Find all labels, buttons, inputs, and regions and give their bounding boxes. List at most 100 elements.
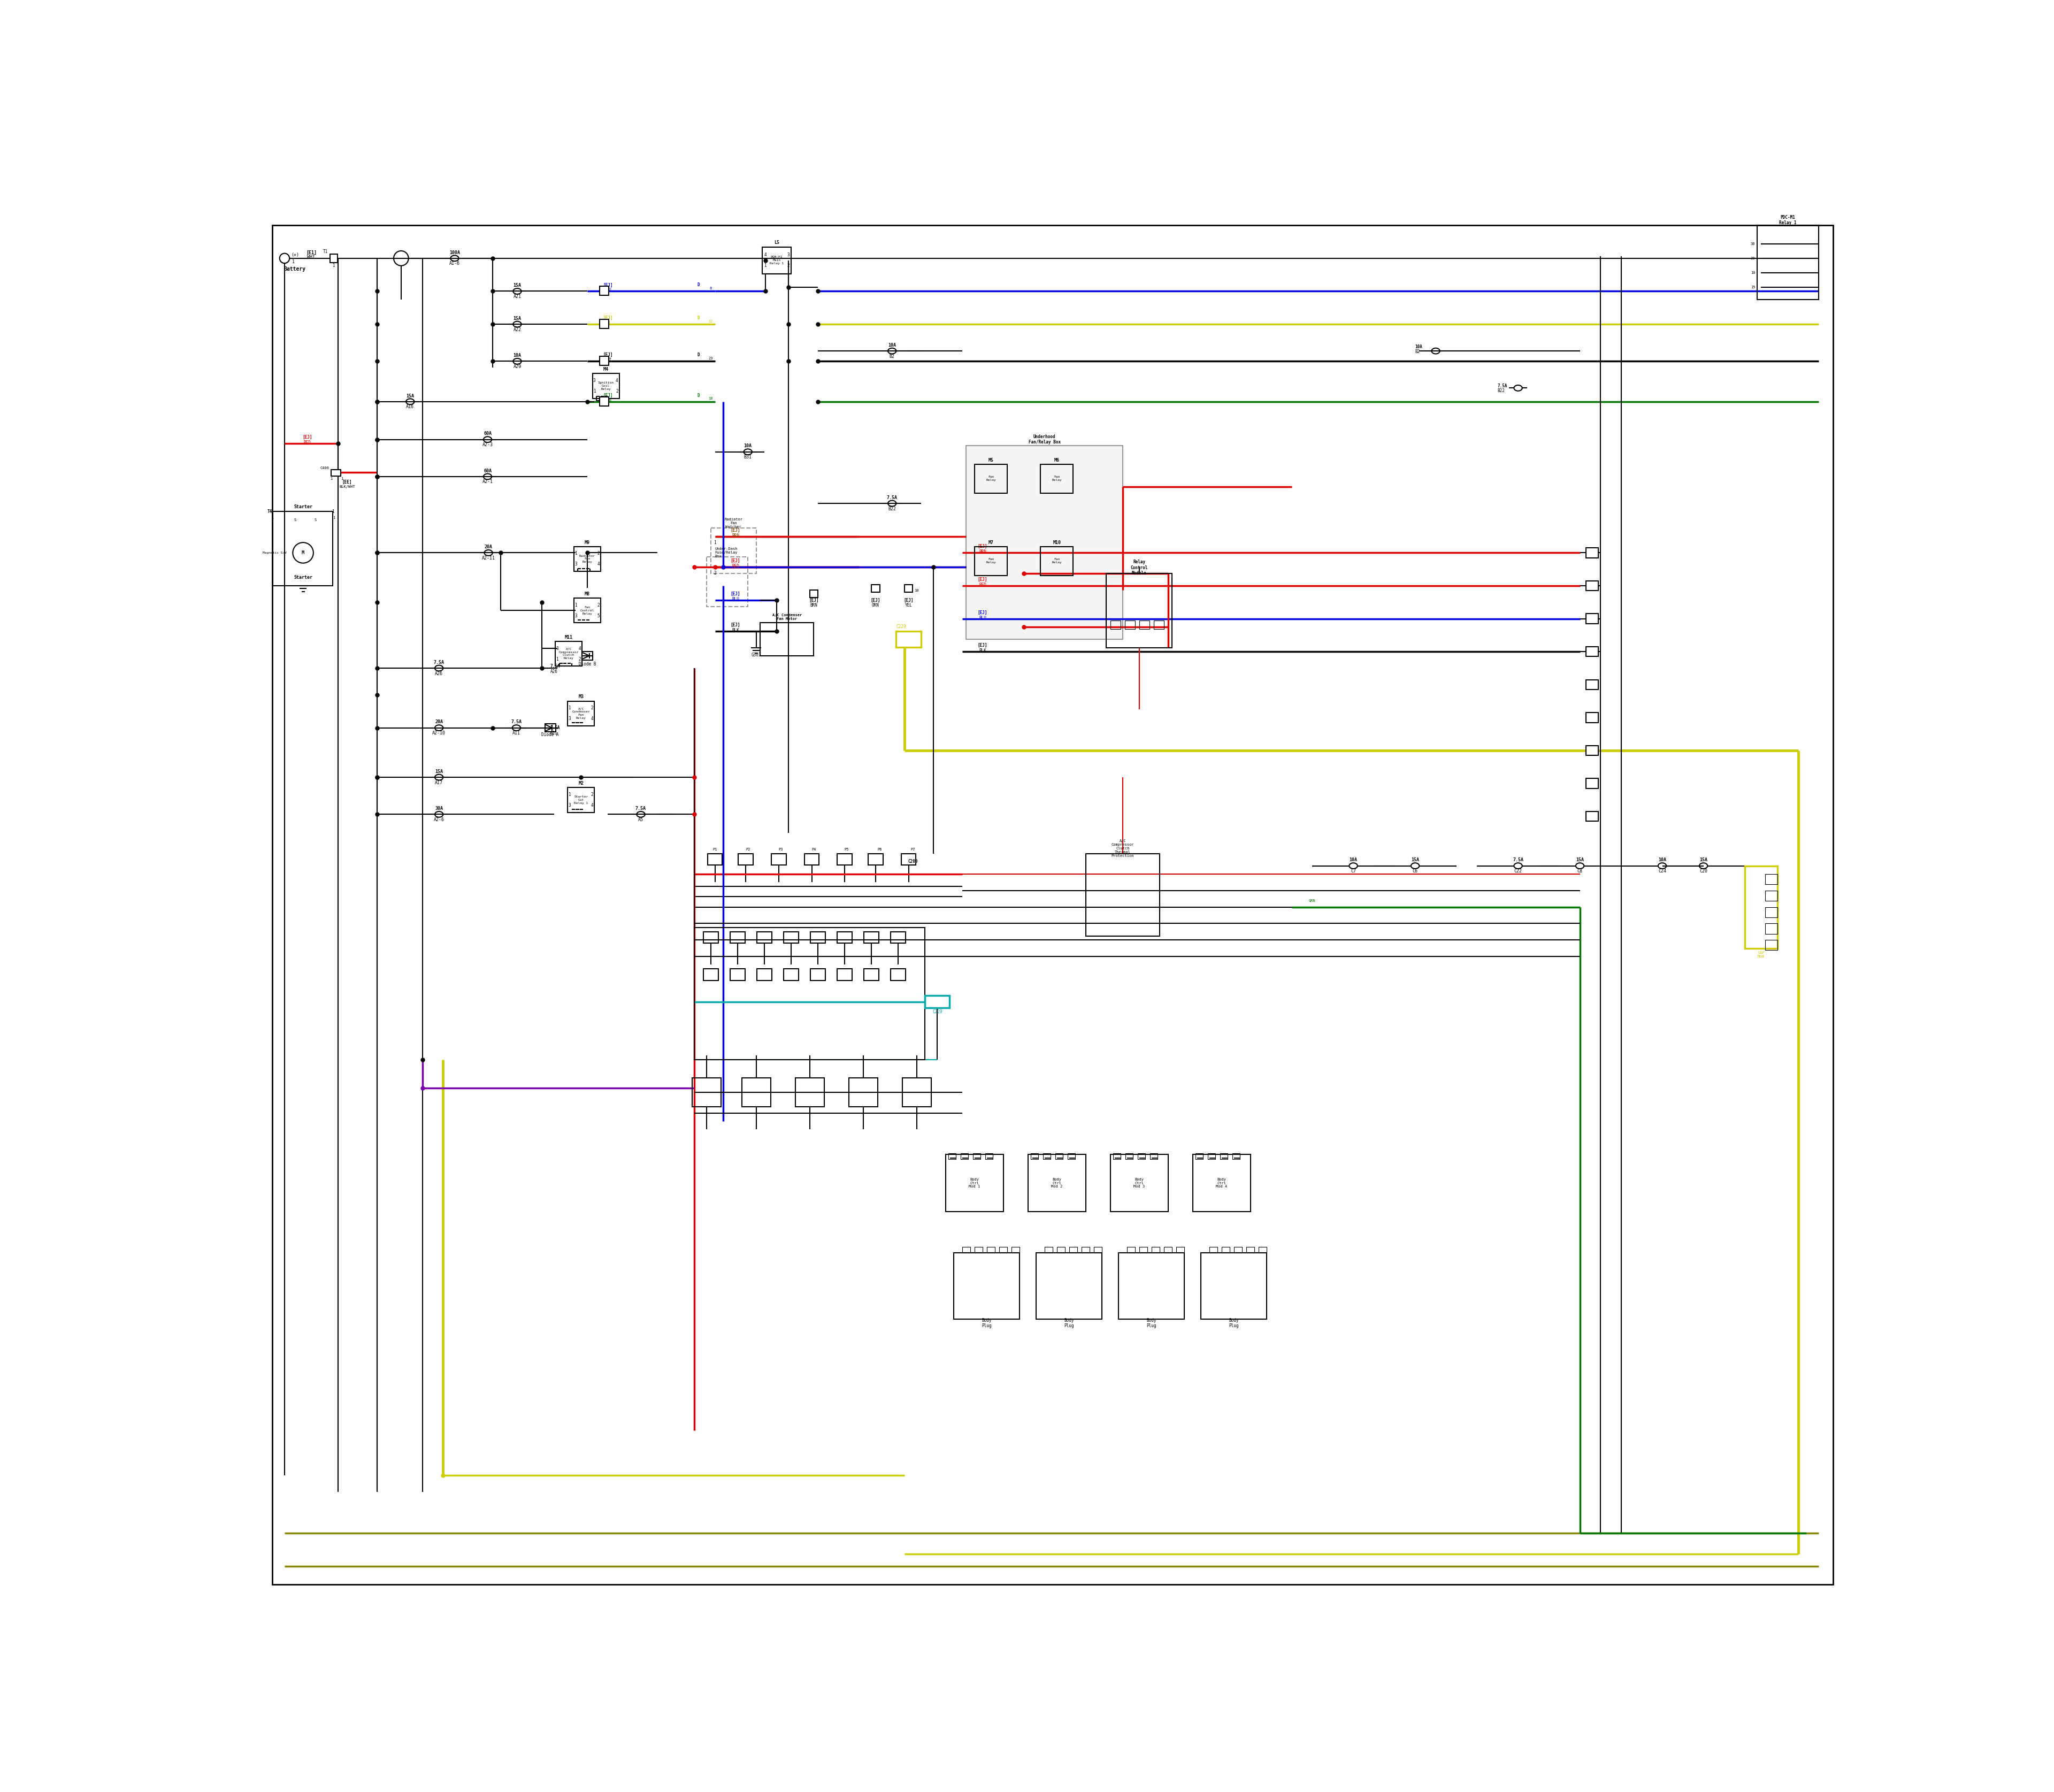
Bar (273, 511, 333, 586)
Bar (1138, 1154, 1146, 1159)
Text: 1: 1 (569, 706, 571, 710)
Bar (902, 853, 916, 866)
Bar (1087, 853, 1161, 935)
Text: C7: C7 (1352, 869, 1356, 873)
Bar (1011, 1247, 1019, 1253)
Bar (949, 1154, 955, 1159)
Text: Fan
Relay: Fan Relay (986, 475, 996, 482)
Text: 10: 10 (914, 590, 918, 593)
Text: M8: M8 (585, 591, 589, 597)
Text: D
95: D 95 (1590, 550, 1594, 556)
Text: GRN: GRN (604, 398, 612, 403)
Text: C229: C229 (896, 625, 906, 629)
Text: RED: RED (731, 564, 739, 568)
Text: 3: 3 (575, 613, 577, 618)
Text: M6: M6 (1054, 457, 1060, 462)
Text: Fan
Relay: Fan Relay (986, 557, 996, 564)
Bar (785, 932, 799, 943)
Bar (974, 464, 1006, 493)
Text: A
54: A 54 (1590, 747, 1594, 753)
Text: [EJ]: [EJ] (604, 392, 612, 398)
Bar (838, 969, 852, 980)
Text: M11: M11 (565, 634, 573, 640)
Bar (811, 932, 826, 943)
Text: 2: 2 (713, 572, 717, 575)
Bar (1586, 713, 1598, 722)
Text: C229: C229 (933, 1009, 943, 1014)
Text: A5: A5 (639, 817, 643, 823)
Text: 1: 1 (333, 263, 335, 269)
Text: C6: C6 (1413, 869, 1417, 873)
Text: 60A: 60A (483, 468, 491, 473)
Text: 2: 2 (787, 263, 789, 269)
Bar (1222, 1247, 1230, 1253)
Text: C406: C406 (320, 466, 329, 470)
Text: RED: RED (980, 582, 986, 588)
Text: A26: A26 (435, 670, 444, 676)
Text: 1: 1 (713, 539, 717, 545)
Text: 2: 2 (598, 602, 600, 607)
Text: 15A: 15A (514, 283, 522, 289)
Bar (581, 652, 594, 659)
Text: D
23: D 23 (602, 358, 606, 366)
Bar (762, 247, 791, 274)
Text: 3: 3 (569, 717, 571, 720)
Text: M3: M3 (579, 695, 583, 699)
Text: Body
Plug: Body Plug (1064, 1317, 1074, 1328)
Text: A
99: A 99 (1590, 814, 1594, 819)
Text: B2: B2 (889, 353, 896, 358)
Text: 15A: 15A (1699, 858, 1707, 862)
Bar (1107, 573, 1173, 647)
Bar (1043, 1247, 1052, 1253)
Text: D: D (696, 353, 700, 357)
Text: 1: 1 (764, 263, 766, 269)
Text: 20A: 20A (435, 720, 444, 724)
Bar (891, 969, 906, 980)
Text: 15A: 15A (1575, 858, 1584, 862)
Text: D
12: D 12 (602, 321, 606, 328)
Bar (1586, 745, 1598, 756)
Text: A2-10: A2-10 (431, 731, 446, 735)
Text: 15A: 15A (435, 769, 444, 774)
Bar (871, 584, 879, 591)
Text: 10A: 10A (514, 353, 522, 358)
Text: BLK: BLK (980, 649, 986, 654)
Text: GRN: GRN (1308, 900, 1315, 903)
Bar (567, 701, 594, 726)
Text: D: D (696, 315, 700, 321)
Bar (953, 1253, 1019, 1319)
Bar (1586, 548, 1598, 557)
Text: M2: M2 (579, 781, 583, 787)
Text: G301: G301 (752, 652, 762, 658)
Text: [EJ]: [EJ] (978, 577, 988, 582)
Bar (1193, 1154, 1251, 1211)
Text: WHT: WHT (604, 358, 612, 362)
Text: A/C
Compressor
Clutch
Thermal
Protection: A/C Compressor Clutch Thermal Protection (1111, 839, 1134, 858)
Text: A11: A11 (550, 731, 557, 735)
Text: 7.5A: 7.5A (550, 726, 561, 731)
Bar (1247, 1247, 1255, 1253)
Text: 10A: 10A (887, 342, 896, 348)
Bar (600, 396, 608, 405)
Bar (1126, 620, 1136, 629)
Text: 7.5A: 7.5A (887, 495, 898, 500)
Bar (1232, 1154, 1241, 1159)
Text: Body
Plug: Body Plug (982, 1317, 992, 1328)
Text: [EJ]: [EJ] (604, 315, 612, 321)
Bar (902, 1079, 930, 1107)
Bar (961, 1154, 967, 1159)
Bar (891, 932, 906, 943)
Text: 3: 3 (569, 803, 571, 808)
Text: 1: 1 (333, 516, 335, 520)
Text: Radiator
Fan
Watcher: Radiator Fan Watcher (725, 518, 744, 529)
Bar (785, 969, 799, 980)
Text: A/C
Condenser
Fan
Relay: A/C Condenser Fan Relay (573, 708, 589, 719)
Text: A26: A26 (550, 668, 557, 674)
Bar (1113, 1154, 1121, 1159)
Text: 10A: 10A (1658, 858, 1666, 862)
Text: 7.5A: 7.5A (550, 663, 561, 668)
Bar (1027, 1154, 1087, 1211)
Text: M: M (302, 550, 304, 556)
Text: S: S (314, 518, 316, 521)
Bar (758, 969, 772, 980)
